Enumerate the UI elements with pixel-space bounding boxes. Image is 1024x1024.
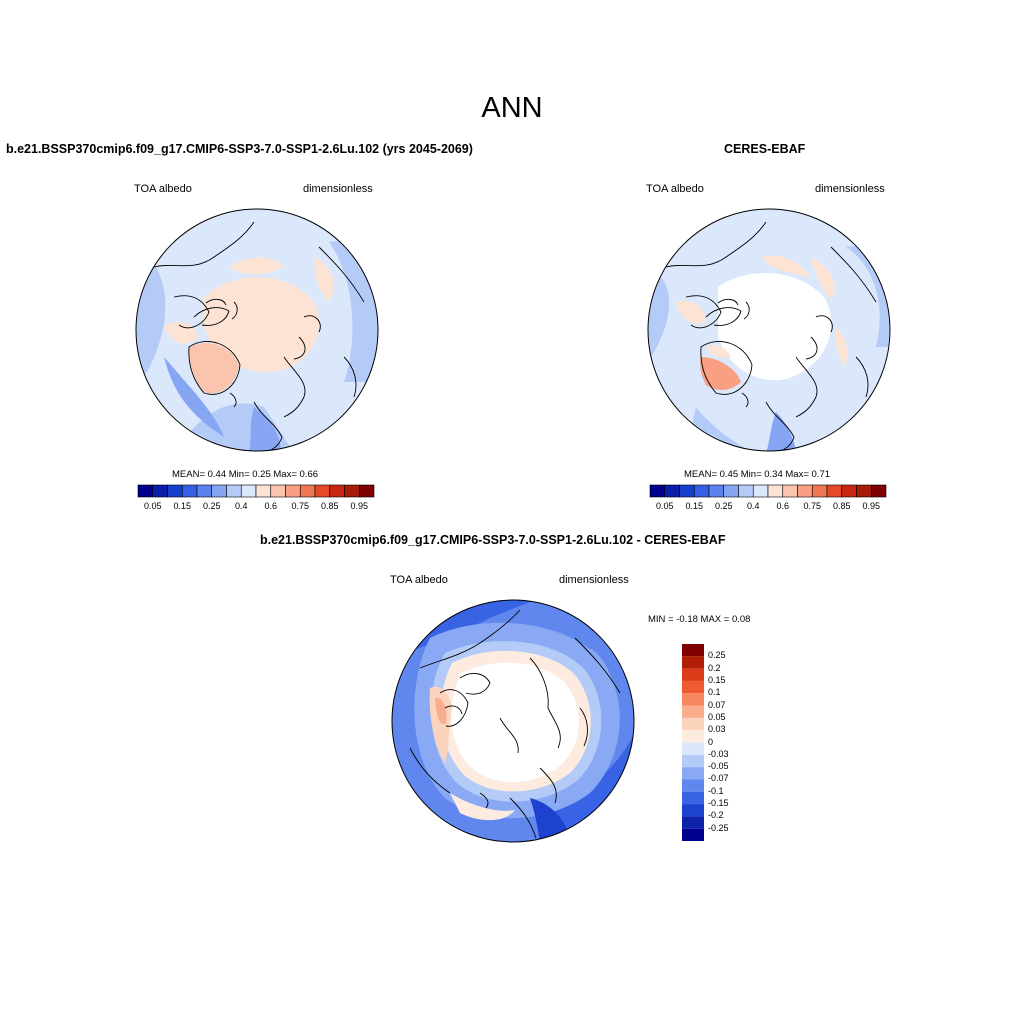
colorbar-tick-label: 0.95 — [862, 501, 881, 511]
colorbar-tick-label: 0.15 — [685, 501, 704, 511]
colorbar-swatch — [682, 717, 704, 731]
colorbar-tick-label: -0.03 — [708, 748, 729, 759]
colorbar-swatch — [811, 484, 828, 498]
colorbar-tick-label: -0.15 — [708, 798, 729, 809]
colorbar-swatch — [329, 484, 345, 498]
model-colorbar — [137, 484, 375, 498]
colorbar-swatch — [314, 484, 331, 498]
colorbar-swatch — [226, 484, 242, 498]
colorbar-tick-label: 0.15 — [173, 501, 192, 511]
colorbar-swatch — [682, 730, 704, 743]
colorbar-tick-label: 0.75 — [291, 501, 310, 511]
colorbar-swatch — [682, 816, 704, 829]
colorbar-swatch — [679, 484, 695, 498]
colorbar-swatch — [285, 484, 301, 498]
diff-stats: MIN = -0.18 MAX = 0.08 — [648, 614, 751, 625]
colorbar-swatch — [682, 779, 704, 792]
colorbar-swatch — [152, 484, 168, 498]
colorbar-tick-label: 0.95 — [350, 501, 369, 511]
colorbar-tick-label: -0.2 — [708, 810, 724, 821]
colorbar-tick-label: 0.05 — [708, 711, 726, 722]
colorbar-tick-label: 0 — [708, 736, 714, 747]
colorbar-swatch — [682, 742, 704, 755]
colorbar-swatch — [682, 754, 704, 768]
colorbar-swatch — [841, 484, 857, 498]
model-stats: MEAN= 0.44 Min= 0.25 Max= 0.66 — [172, 469, 319, 480]
colorbar-tick-label: 0.1 — [708, 687, 721, 698]
colorbar-swatch — [797, 484, 813, 498]
colorbar-swatch — [649, 484, 666, 498]
diff-polar-map — [391, 599, 635, 843]
obs-panel-title: CERES-EBAF — [724, 142, 806, 156]
colorbar-swatch — [682, 644, 704, 657]
diff-variable-label: TOA albedo — [390, 574, 448, 586]
obs-variable-label: TOA albedo — [646, 183, 704, 195]
colorbar-swatch — [682, 680, 704, 694]
model-units-label: dimensionless — [303, 183, 373, 195]
colorbar-tick-label: 0.03 — [708, 724, 726, 735]
colorbar-tick-label: 0.25 — [202, 501, 221, 511]
colorbar-tick-label: 0.4 — [746, 501, 760, 511]
colorbar-swatch — [196, 484, 213, 498]
colorbar-swatch — [723, 484, 739, 498]
colorbar-swatch — [255, 484, 272, 498]
obs-units-label: dimensionless — [815, 183, 885, 195]
colorbar-swatch — [682, 693, 704, 706]
diff-colorbar — [682, 644, 704, 841]
colorbar-swatch — [767, 484, 784, 498]
colorbar-swatch — [682, 804, 704, 817]
colorbar-swatch — [682, 668, 704, 681]
colorbar-tick-label: 0.75 — [803, 501, 822, 511]
obs-colorbar — [649, 484, 887, 498]
colorbar-swatch — [708, 484, 725, 498]
obs-polar-map — [647, 208, 891, 452]
colorbar-tick-label: -0.05 — [708, 761, 729, 772]
colorbar-swatch — [752, 484, 769, 498]
colorbar-tick-label: 0.2 — [708, 662, 721, 673]
figure-title: ANN — [481, 92, 543, 124]
colorbar-tick-label: 0.05 — [143, 501, 162, 511]
colorbar-tick-label: 0.4 — [234, 501, 248, 511]
colorbar-swatch — [782, 484, 798, 498]
colorbar-tick-label: -0.1 — [708, 785, 724, 796]
colorbar-tick-label: 0.25 — [714, 501, 733, 511]
colorbar-swatch — [682, 767, 704, 780]
colorbar-tick-label: 0.25 — [708, 650, 726, 661]
colorbar-swatch — [738, 484, 754, 498]
colorbar-swatch — [211, 484, 227, 498]
colorbar-tick-label: 0.05 — [655, 501, 674, 511]
colorbar-swatch — [682, 705, 704, 718]
colorbar-tick-label: -0.25 — [708, 822, 729, 833]
colorbar-swatch — [664, 484, 680, 498]
colorbar-swatch — [270, 484, 286, 498]
colorbar-swatch — [358, 484, 375, 498]
colorbar-swatch — [682, 828, 704, 841]
model-variable-label: TOA albedo — [134, 183, 192, 195]
colorbar-tick-label: 0.85 — [832, 501, 851, 511]
colorbar-tick-label: 0.6 — [264, 501, 278, 511]
colorbar-swatch — [240, 484, 257, 498]
colorbar-swatch — [682, 791, 704, 805]
colorbar-swatch — [181, 484, 198, 498]
colorbar-swatch — [167, 484, 183, 498]
colorbar-tick-label: 0.15 — [708, 674, 726, 685]
colorbar-tick-label: 0.07 — [708, 699, 726, 710]
diff-panel-title: b.e21.BSSP370cmip6.f09_g17.CMIP6-SSP3-7.… — [260, 533, 726, 547]
model-polar-map — [135, 208, 379, 452]
colorbar-tick-label: 0.85 — [320, 501, 339, 511]
diff-units-label: dimensionless — [559, 574, 629, 586]
colorbar-swatch — [137, 484, 154, 498]
colorbar-swatch — [299, 484, 316, 498]
obs-stats: MEAN= 0.45 Min= 0.34 Max= 0.71 — [684, 469, 831, 480]
colorbar-tick-label: 0.6 — [776, 501, 790, 511]
colorbar-swatch — [682, 656, 704, 669]
colorbar-tick-label: -0.07 — [708, 773, 729, 784]
colorbar-swatch — [870, 484, 887, 498]
colorbar-swatch — [856, 484, 872, 498]
colorbar-swatch — [693, 484, 710, 498]
colorbar-swatch — [826, 484, 843, 498]
model-panel-title: b.e21.BSSP370cmip6.f09_g17.CMIP6-SSP3-7.… — [6, 142, 473, 156]
colorbar-swatch — [344, 484, 360, 498]
